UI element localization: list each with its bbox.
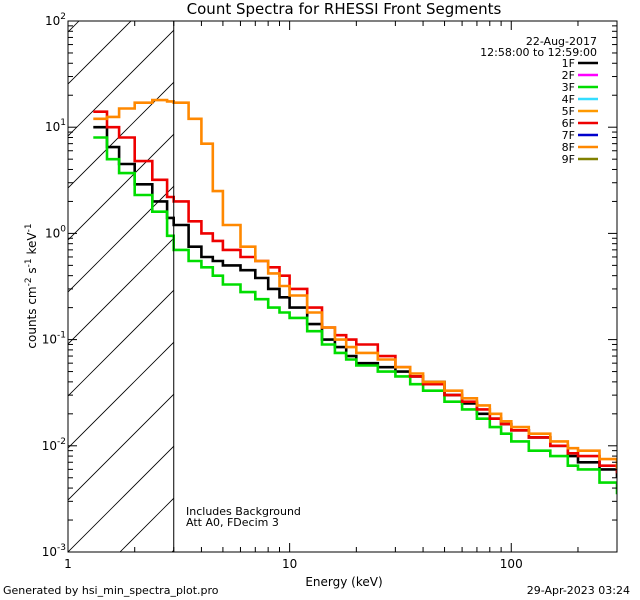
hatch-line — [68, 289, 174, 397]
series-layer — [93, 98, 617, 495]
legend-label: 8F — [562, 141, 575, 154]
y-tick-labels: 10-3 10-2 10-1 100 101 102 — [42, 12, 67, 559]
plot-frame — [67, 20, 618, 553]
hatch-line — [68, 81, 174, 189]
y-tick-label: 101 — [45, 118, 66, 134]
hatch-line — [68, 341, 174, 449]
hatch-line — [68, 133, 174, 241]
legend-label: 6F — [562, 117, 575, 130]
hatch-line — [68, 185, 174, 293]
legend-label: 3F — [562, 81, 575, 94]
y-tick-label: 102 — [45, 12, 66, 28]
footer-timestamp: 29-Apr-2023 03:24 — [527, 584, 630, 597]
footer-generated-by: Generated by hsi_min_spectra_plot.pro — [3, 584, 219, 597]
hatch-line — [536, 21, 640, 552]
time-range-label: 12:58:00 to 12:59:00 — [480, 46, 597, 59]
series-1f — [93, 125, 617, 478]
hatch-line — [588, 21, 640, 552]
date-label: 22-Aug-2017 — [526, 35, 597, 48]
legend-label: 5F — [562, 105, 575, 118]
series-3f — [93, 136, 617, 495]
hatch-line — [68, 21, 132, 85]
hatch-line — [0, 21, 27, 552]
attenuator-hatch-region — [0, 21, 640, 552]
legend-label: 9F — [562, 153, 575, 166]
x-tick-label: 1 — [64, 557, 72, 571]
x-tick-label: 10 — [282, 557, 297, 571]
series-8f — [93, 98, 617, 470]
x-axis-label: Energy (keV) — [305, 575, 382, 589]
hatch-line — [68, 237, 174, 345]
legend-label: 1F — [562, 57, 575, 70]
legend-label: 2F — [562, 69, 575, 82]
legend-label: 4F — [562, 93, 575, 106]
chart-title: Count Spectra for RHESSI Front Segments — [187, 0, 502, 18]
x-tick-labels: 1 10 100 — [64, 557, 523, 571]
hatch-line — [328, 21, 640, 552]
legend-label: 7F — [562, 129, 575, 142]
y-tick-label: 100 — [45, 224, 66, 240]
axis-ticks — [67, 21, 618, 553]
x-tick-label: 100 — [500, 557, 523, 571]
y-tick-label: 10-3 — [42, 543, 66, 559]
hatch-line — [68, 445, 174, 552]
y-tick-label: 10-2 — [42, 437, 66, 453]
hatch-line — [432, 21, 640, 552]
hatch-line — [68, 21, 80, 33]
hatch-line — [68, 29, 174, 137]
annotation-background: Includes Background — [186, 505, 301, 518]
y-tick-label: 10-1 — [42, 331, 66, 347]
hatch-line — [276, 21, 640, 552]
annotation-attenuator: Att A0, FDecim 3 — [186, 516, 279, 529]
y-axis-label: counts cm-2 s-1 keV-1 — [24, 223, 39, 348]
hatch-line — [68, 393, 174, 501]
hatch-line — [380, 21, 640, 552]
